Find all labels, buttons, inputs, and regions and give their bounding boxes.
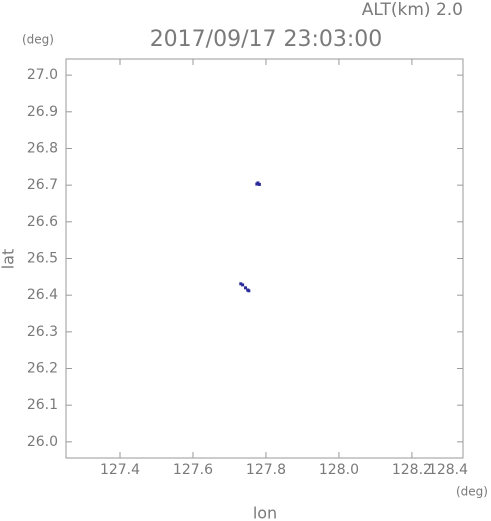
x-tick-label: 127.4	[100, 462, 140, 478]
y-tick-label: 26.8	[27, 140, 58, 156]
chart-subtitle: ALT(km) 2.0	[362, 0, 463, 20]
y-tick-label: 26.3	[27, 324, 58, 340]
y-tick-label: 26.1	[27, 397, 58, 413]
y-tick-label: 26.4	[27, 287, 58, 303]
y-tick-label: 26.2	[27, 361, 58, 377]
point	[257, 182, 261, 186]
y-unit: (deg)	[22, 33, 54, 47]
y-tick-label: 26.9	[27, 104, 58, 120]
point	[241, 283, 245, 287]
y-tick-label: 26.6	[27, 214, 58, 230]
x-tick-label: 128.0	[319, 462, 359, 478]
x-tick-label: 127.6	[173, 462, 213, 478]
point	[239, 282, 243, 286]
y-axis-label: lat	[0, 249, 18, 270]
plot-frame	[65, 58, 464, 459]
x-tick-label: 128.4	[428, 462, 468, 478]
y-tick-label: 26.0	[27, 434, 58, 450]
y-tick-label: 27.0	[27, 67, 58, 83]
y-tick-label: 26.5	[27, 251, 58, 267]
x-tick-label: 127.8	[246, 462, 286, 478]
x-tick-label: 128.2	[392, 462, 432, 478]
point	[247, 289, 251, 293]
point	[244, 286, 248, 290]
y-tick-label: 26.7	[27, 177, 58, 193]
x-unit: (deg)	[456, 485, 488, 499]
x-axis-label: lon	[253, 504, 277, 521]
chart-title: 2017/09/17 23:03:00	[150, 27, 383, 52]
